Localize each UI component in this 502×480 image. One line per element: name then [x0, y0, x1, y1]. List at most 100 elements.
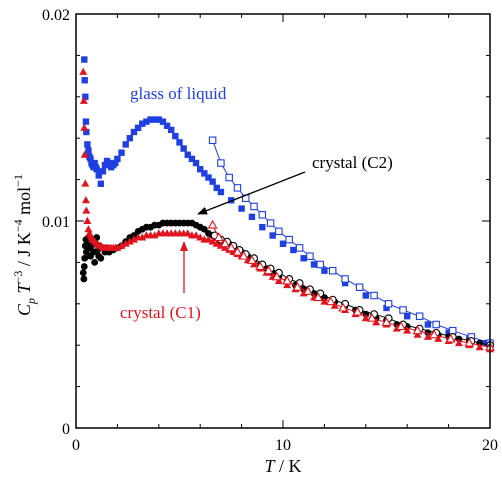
- data-point: [82, 93, 89, 100]
- data-point: [209, 178, 216, 185]
- data-point: [112, 159, 119, 167]
- data-point: [238, 205, 245, 212]
- data-point: [134, 124, 142, 132]
- data-point: [328, 266, 337, 275]
- data-point: [97, 180, 105, 187]
- data-point: [226, 242, 237, 252]
- data-point: [196, 233, 205, 241]
- data-point: [300, 255, 307, 262]
- data-point: [381, 317, 392, 326]
- data-point: [372, 318, 381, 326]
- data-point: [188, 155, 196, 163]
- data-point: [205, 174, 212, 181]
- data-point: [424, 321, 432, 328]
- data-point: [248, 213, 256, 221]
- data-point: [399, 306, 407, 314]
- data-point: [338, 302, 348, 312]
- y-tick-label: 0: [62, 421, 70, 438]
- data-point: [259, 224, 266, 231]
- data-point: [404, 313, 411, 320]
- data-point: [83, 216, 92, 224]
- data-point: [250, 260, 259, 268]
- data-point: [79, 67, 88, 75]
- data-point: [139, 120, 146, 127]
- data-point: [370, 291, 378, 300]
- y-tick-label: 0.01: [42, 214, 70, 231]
- data-point: [200, 225, 208, 233]
- annotation-crystal-c2: crystal (C2): [312, 153, 393, 172]
- data-point: [85, 147, 92, 154]
- data-point: [232, 246, 243, 256]
- data-point: [130, 128, 138, 136]
- data-point: [91, 159, 98, 167]
- data-point: [204, 235, 213, 243]
- data-point: [247, 255, 257, 264]
- data-point: [81, 56, 88, 63]
- data-point: [207, 219, 218, 229]
- data-point: [150, 231, 159, 239]
- data-point: [183, 229, 192, 237]
- data-point: [403, 326, 412, 334]
- plot-area: [79, 56, 495, 353]
- data-point: [448, 326, 457, 335]
- data-point: [217, 188, 225, 196]
- data-point: [429, 329, 440, 339]
- data-point: [352, 306, 363, 316]
- data-point: [283, 280, 292, 289]
- axis-ticks: 0 10 20 0 0.01 0.02: [42, 7, 498, 454]
- data-point: [282, 275, 293, 285]
- data-point: [197, 166, 204, 173]
- data-point: [83, 128, 90, 136]
- data-point: [212, 239, 221, 247]
- data-point: [384, 300, 393, 308]
- data-point: [266, 219, 275, 227]
- data-point: [80, 263, 88, 270]
- x-tick-label: 10: [275, 437, 291, 454]
- data-point: [367, 312, 377, 322]
- data-point: [434, 334, 443, 342]
- data-point: [81, 254, 89, 262]
- data-point: [412, 325, 423, 335]
- data-point: [172, 132, 179, 140]
- data-point: [263, 265, 274, 275]
- x-tick-label: 20: [482, 437, 498, 454]
- data-point: [118, 149, 125, 156]
- data-point: [413, 330, 422, 338]
- data-point: [475, 343, 484, 351]
- data-point: [176, 139, 183, 146]
- data-point: [91, 259, 99, 266]
- x-tick-label: 0: [72, 437, 80, 454]
- data-point: [163, 122, 171, 129]
- data-point: [415, 312, 424, 320]
- data-point: [445, 329, 452, 336]
- data-point: [180, 145, 187, 152]
- data-point: [184, 151, 191, 158]
- data-point: [122, 141, 129, 148]
- y-axis-label: Cp T−3 / J K−4 mol−1: [11, 174, 38, 316]
- data-point: [192, 159, 200, 167]
- data-point: [233, 184, 242, 192]
- data-point: [80, 275, 88, 283]
- data-point: [330, 301, 339, 309]
- y-tick-label: 0.02: [42, 7, 70, 24]
- data-point: [396, 321, 406, 331]
- data-point: [95, 172, 102, 179]
- data-point: [238, 250, 249, 260]
- data-point: [82, 118, 90, 125]
- data-point: [290, 246, 297, 254]
- data-point: [482, 339, 490, 347]
- data-point: [114, 155, 121, 163]
- data-point: [310, 261, 318, 268]
- data-point: [279, 240, 287, 247]
- data-point: [383, 304, 390, 312]
- data-point: [306, 252, 314, 260]
- data-point: [302, 286, 313, 295]
- data-point: [295, 244, 304, 252]
- data-point: [121, 239, 130, 247]
- series-open-triangle: [207, 219, 495, 351]
- data-point: [355, 283, 364, 291]
- data-point: [432, 320, 440, 329]
- data-point: [84, 141, 91, 148]
- data-point: [321, 267, 328, 274]
- data-point: [143, 118, 150, 125]
